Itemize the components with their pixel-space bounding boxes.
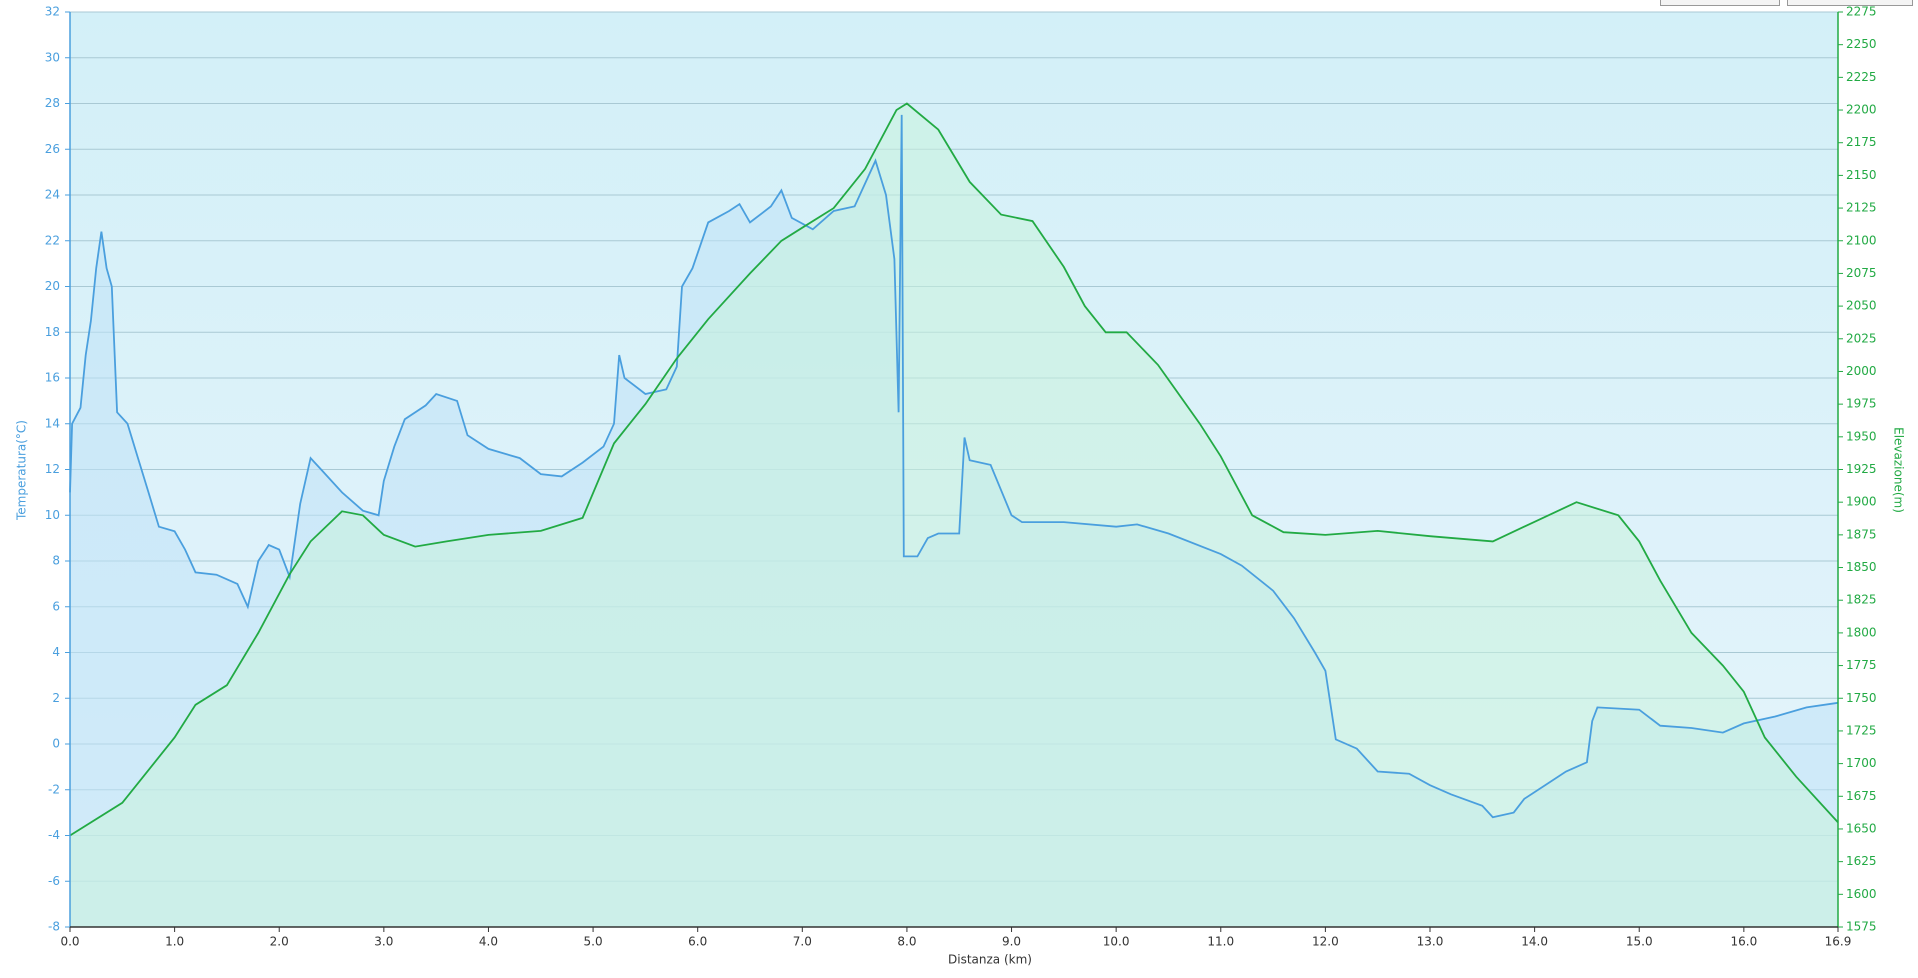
- y2-tick-label: 2025: [1846, 331, 1877, 345]
- x-axis-title: Distanza (km): [948, 953, 1032, 967]
- y2-tick-label: 2125: [1846, 201, 1877, 215]
- x-tick-label: 5.0: [584, 935, 603, 949]
- x-tick-label: 8.0: [897, 935, 916, 949]
- y-tick-label: -8: [48, 920, 60, 934]
- x-tick-label: 9.0: [1002, 935, 1021, 949]
- series-line: [69, 102, 1839, 837]
- y2-tick-label: 2225: [1846, 70, 1877, 84]
- y-tick-label: 0: [52, 737, 60, 751]
- x-tick-label: 4.0: [479, 935, 498, 949]
- x-tick-label: 7.0: [793, 935, 812, 949]
- x-tick-label: 12.0: [1312, 935, 1339, 949]
- y-tick-label: 24: [45, 188, 60, 202]
- y-tick-label: 32: [45, 5, 60, 19]
- y2-tick-label: 2100: [1846, 233, 1877, 247]
- y-tick-label: 16: [45, 371, 60, 385]
- y2-tick-label: 2000: [1846, 364, 1877, 378]
- y-tick-label: 10: [45, 508, 60, 522]
- y2-tick-label: 2150: [1846, 168, 1877, 182]
- y2-tick-label: 1850: [1846, 560, 1877, 574]
- y-tick-label: 4: [52, 645, 60, 659]
- y2-tick-label: 2175: [1846, 135, 1877, 149]
- x-tick-label: 15.0: [1626, 935, 1653, 949]
- y2-tick-label: 1950: [1846, 429, 1877, 443]
- y-axis-title: Temperatura(°C): [15, 420, 29, 521]
- toolbar-button[interactable]: [1660, 0, 1780, 6]
- x-tick-label: 1.0: [165, 935, 184, 949]
- y-tick-label: 22: [45, 233, 60, 247]
- area-fill: [70, 103, 1838, 927]
- y-tick-label: 18: [45, 325, 60, 339]
- toolbar-button[interactable]: [1787, 0, 1913, 6]
- y2-tick-label: 1625: [1846, 854, 1877, 868]
- x-tick-label: 14.0: [1521, 935, 1548, 949]
- x-tick-label: 11.0: [1207, 935, 1234, 949]
- y2-tick-label: 1700: [1846, 756, 1877, 770]
- x-tick-label: 16.0: [1730, 935, 1757, 949]
- y2-tick-label: 2075: [1846, 266, 1877, 280]
- x-tick-label: 16.9: [1825, 935, 1852, 949]
- y2-tick-label: 1775: [1846, 658, 1877, 672]
- y-tick-label: -6: [48, 874, 60, 888]
- y-tick-label: 8: [52, 554, 60, 568]
- x-tick-label: 10.0: [1103, 935, 1130, 949]
- y-tick-label: 26: [45, 142, 60, 156]
- series-line: [69, 114, 1839, 819]
- y2-tick-label: 1900: [1846, 495, 1877, 509]
- y2-axis-title: Elevazione(m): [1892, 427, 1906, 513]
- y-tick-label: -4: [48, 828, 60, 842]
- y2-tick-label: 1925: [1846, 462, 1877, 476]
- y-tick-label: 20: [45, 279, 60, 293]
- y-tick-label: 12: [45, 462, 60, 476]
- y-tick-label: 14: [45, 416, 60, 430]
- x-tick-label: 6.0: [688, 935, 707, 949]
- y2-tick-label: 1750: [1846, 691, 1877, 705]
- y-tick-label: 6: [52, 599, 60, 613]
- y2-tick-label: 1800: [1846, 625, 1877, 639]
- x-tick-label: 0.0: [60, 935, 79, 949]
- y2-tick-label: 2200: [1846, 103, 1877, 117]
- y2-tick-label: 1875: [1846, 527, 1877, 541]
- y2-tick-label: 2250: [1846, 37, 1877, 51]
- y-tick-label: 28: [45, 96, 60, 110]
- y2-tick-label: 1675: [1846, 789, 1877, 803]
- y2-tick-label: 1600: [1846, 887, 1877, 901]
- y2-tick-label: 2275: [1846, 5, 1877, 19]
- y2-tick-label: 1575: [1846, 920, 1877, 934]
- y-tick-label: -2: [48, 782, 60, 796]
- y2-tick-label: 1975: [1846, 397, 1877, 411]
- y-tick-label: 30: [45, 50, 60, 64]
- x-tick-label: 13.0: [1417, 935, 1444, 949]
- x-tick-label: 3.0: [374, 935, 393, 949]
- y2-tick-label: 2050: [1846, 299, 1877, 313]
- y2-tick-label: 1650: [1846, 821, 1877, 835]
- y2-tick-label: 1825: [1846, 593, 1877, 607]
- y-tick-label: 2: [52, 691, 60, 705]
- y2-tick-label: 1725: [1846, 723, 1877, 737]
- x-tick-label: 2.0: [270, 935, 289, 949]
